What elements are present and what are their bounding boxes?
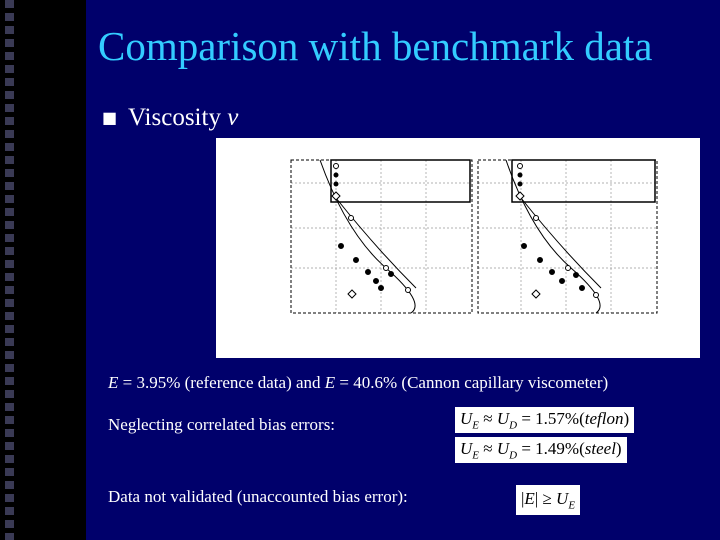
eq-part: D <box>509 419 518 432</box>
note: Data not validated (unaccounted bias err… <box>108 487 408 506</box>
statement-part: = 40.6% (Cannon capillary viscometer) <box>335 373 609 392</box>
eq-part: = 1.57%( <box>517 409 585 428</box>
eq-part: ) <box>615 439 622 458</box>
bullet-text: Viscosity ν <box>128 104 238 132</box>
eq-part: E <box>568 499 576 512</box>
statement: E = 3.95% (reference data) and E = 40.6%… <box>108 373 608 393</box>
equation: UE ≈ UD = 1.57%(teflon) <box>455 407 635 434</box>
bullet-marker: ■ <box>102 108 118 127</box>
eq-part: E <box>472 419 480 432</box>
eq-part: U <box>460 409 473 428</box>
bullet-symbol: ν <box>227 104 239 131</box>
eq-part: = 1.49%( <box>517 439 585 458</box>
eq-part: E <box>524 489 535 508</box>
eq-part: | ≥ <box>534 489 557 508</box>
bullet-label: Viscosity <box>128 104 221 131</box>
eq-part: steel <box>584 439 616 458</box>
eq-part: teflon <box>584 409 624 428</box>
eq-part: | <box>521 489 525 508</box>
eq-part: U <box>496 409 510 428</box>
equation: |E| ≥ UE <box>516 485 581 516</box>
side-stripe <box>0 0 86 540</box>
markers <box>331 163 599 299</box>
figure <box>216 138 700 358</box>
eq-part: ≈ <box>479 409 497 428</box>
slide-title: Comparison with benchmark data <box>98 23 653 69</box>
eq-part: U <box>460 439 473 458</box>
eq-part: U <box>496 439 510 458</box>
equation: UE ≈ UD = 1.49%(steel) <box>455 437 627 464</box>
statement-part: E <box>324 373 336 392</box>
statement-part: E <box>108 373 119 392</box>
eq-part: E <box>472 449 480 462</box>
statement-part: = 3.95% (reference data) and <box>118 373 325 392</box>
eq-part: U <box>556 489 569 508</box>
figure-bg <box>216 138 700 358</box>
eq-part: D <box>509 449 518 462</box>
eq-part: ≈ <box>479 439 497 458</box>
eq-part: ) <box>623 409 630 428</box>
note: Neglecting correlated bias errors: <box>108 415 336 434</box>
